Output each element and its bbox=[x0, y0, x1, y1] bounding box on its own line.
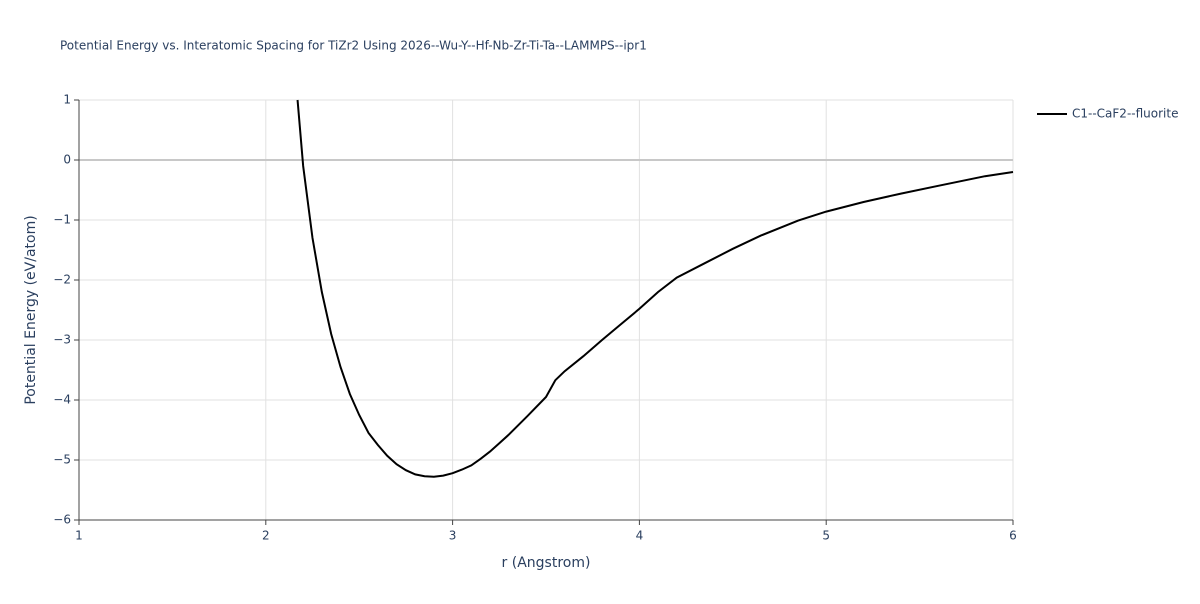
y-tick-label: −1 bbox=[53, 213, 71, 227]
line-series bbox=[296, 99, 1014, 478]
y-tick-label: −3 bbox=[53, 333, 71, 347]
y-axis-title: Potential Energy (eV/atom) bbox=[23, 215, 39, 404]
y-tick-label: −2 bbox=[53, 273, 71, 287]
y-tick-label: −6 bbox=[53, 513, 71, 527]
y-tick-label: −4 bbox=[53, 393, 71, 407]
x-axis-title: r (Angstrom) bbox=[502, 555, 591, 571]
x-tick-label: 4 bbox=[636, 529, 644, 543]
chart-title: Potential Energy vs. Interatomic Spacing… bbox=[60, 39, 647, 53]
x-tick-label: 6 bbox=[1009, 529, 1017, 543]
x-tick-label: 5 bbox=[822, 529, 830, 543]
x-tick-label: 3 bbox=[449, 529, 457, 543]
y-tick-label: 0 bbox=[63, 153, 71, 167]
x-tick-label: 1 bbox=[75, 529, 83, 543]
legend-label: C1--CaF2--fluorite bbox=[1072, 107, 1178, 121]
x-tick-label: 2 bbox=[262, 529, 270, 543]
y-tick-label: −5 bbox=[53, 453, 71, 467]
y-tick-label: 1 bbox=[63, 93, 71, 107]
